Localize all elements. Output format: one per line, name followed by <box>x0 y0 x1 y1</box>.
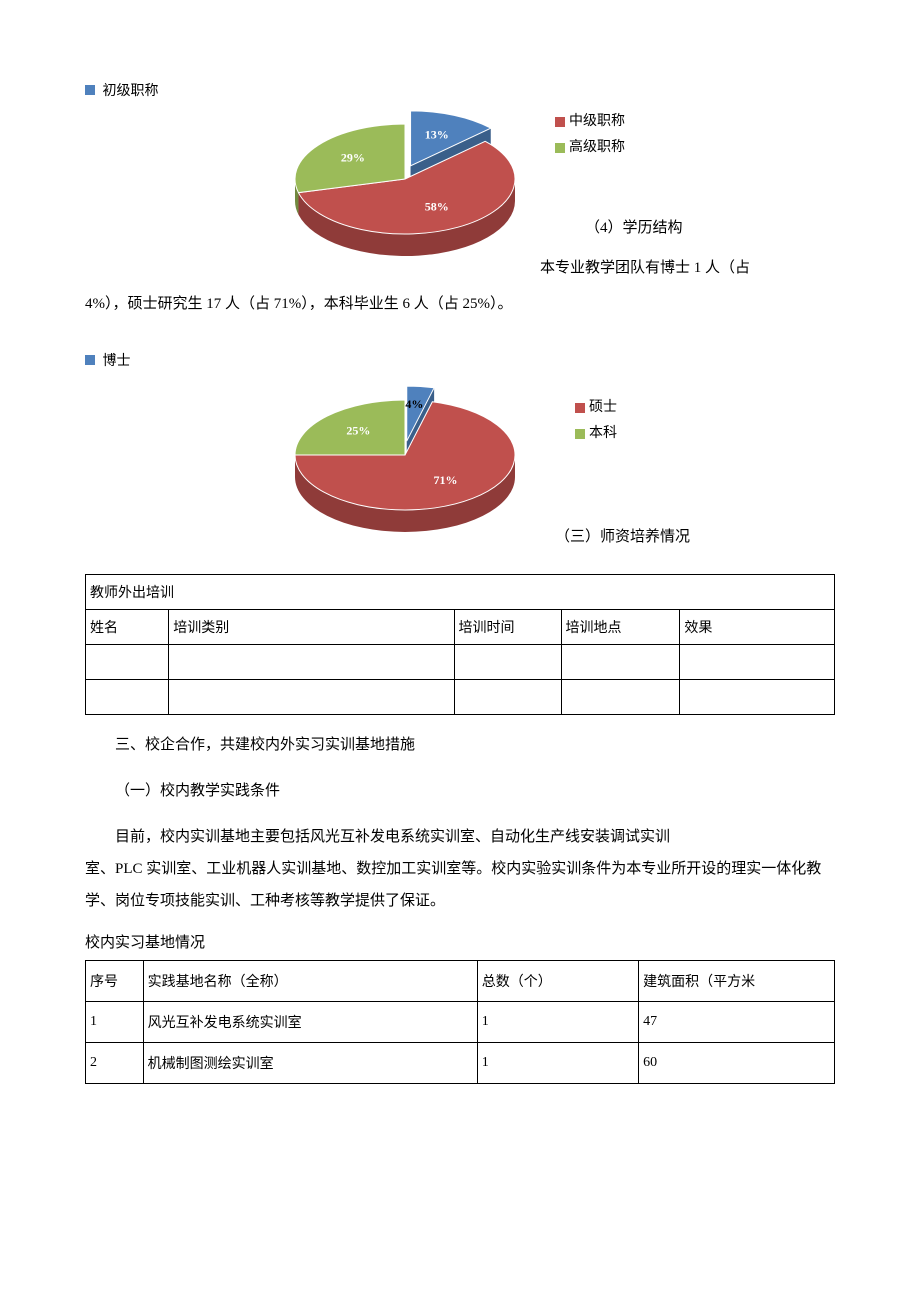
table1-cell <box>561 645 680 680</box>
legend-label: 硕士 <box>589 400 617 415</box>
table2-cell: 风光互补发电系统实训室 <box>143 1002 477 1043</box>
legend-row: 中级职称 <box>555 109 625 135</box>
table-row: 2机械制图测绘实训室160 <box>86 1043 835 1084</box>
table1-cell <box>561 680 680 715</box>
table1-header-cell: 姓名 <box>86 610 169 645</box>
section3-para1b: 室、PLC 实训室、工业机器人实训基地、数控加工实训室等。校内实验实训条件为本专… <box>85 853 835 917</box>
chart2-top-legend: 博士 <box>85 350 835 370</box>
table1-header-cell: 培训类别 <box>169 610 454 645</box>
table2-cell: 47 <box>639 1002 835 1043</box>
svg-text:4%: 4% <box>405 397 423 411</box>
table2-header-cell: 序号 <box>86 961 144 1002</box>
svg-text:71%: 71% <box>433 473 457 487</box>
table-row <box>86 645 835 680</box>
chart2-pie: 4% 71% 25% <box>275 380 535 555</box>
chart1-side-text-2: 本专业教学团队有博士 1 人（占 <box>540 254 750 282</box>
legend-swatch <box>555 117 565 127</box>
legend-swatch <box>85 355 95 365</box>
legend-row: 本科 <box>575 421 617 447</box>
table2-caption: 校内实习基地情况 <box>85 931 835 952</box>
chart1-right-legend: 中级职称高级职称 <box>555 109 625 161</box>
table2-cell: 1 <box>86 1002 144 1043</box>
svg-text:58%: 58% <box>425 200 449 214</box>
table2-header-cell: 总数（个） <box>477 961 638 1002</box>
paragraph-edu-structure: 4%），硕士研究生 17 人（占 71%），本科毕业生 6 人（占 25%）。 <box>85 288 835 320</box>
chart2-right-legend: 硕士本科 <box>575 395 617 447</box>
legend-row: 高级职称 <box>555 135 625 161</box>
legend-swatch <box>575 429 585 439</box>
legend-swatch <box>85 85 95 95</box>
section3-para1a: 目前，校内实训基地主要包括风光互补发电系统实训室、自动化生产线安装调试实训 <box>85 821 835 853</box>
legend-label: 中级职称 <box>569 114 625 129</box>
training-table-wrap: 教师外出培训姓名培训类别培训时间培训地点效果 <box>85 574 835 715</box>
table1-title: 教师外出培训 <box>86 575 835 610</box>
table1-cell <box>680 645 835 680</box>
legend-label: 高级职称 <box>569 140 625 155</box>
document-page: 初级职称 13% 58% 29% 中级职称高级职称 （4）学历结构 本专业教学团队有… <box>0 0 920 1301</box>
svg-text:25%: 25% <box>346 423 370 437</box>
table2-header-cell: 实践基地名称（全称） <box>143 961 477 1002</box>
legend-label: 本科 <box>589 426 617 441</box>
table1-header-cell: 培训地点 <box>561 610 680 645</box>
table1-cell <box>169 645 454 680</box>
table2-cell: 2 <box>86 1043 144 1084</box>
legend-label: 初级职称 <box>103 84 159 99</box>
facility-table-wrap: 序号实践基地名称（全称）总数（个）建筑面积（平方米1风光互补发电系统实训室147… <box>85 960 835 1084</box>
section3-heading: 三、校企合作，共建校内外实习实训基地措施 <box>85 729 835 761</box>
table1-cell <box>169 680 454 715</box>
chart1-top-legend: 初级职称 <box>85 80 835 100</box>
table-row <box>86 680 835 715</box>
table2-cell: 1 <box>477 1002 638 1043</box>
table1-cell <box>454 680 561 715</box>
table1-cell <box>454 645 561 680</box>
svg-text:29%: 29% <box>341 151 365 165</box>
svg-text:13%: 13% <box>425 127 449 141</box>
table1-header-cell: 效果 <box>680 610 835 645</box>
facility-table: 序号实践基地名称（全称）总数（个）建筑面积（平方米1风光互补发电系统实训室147… <box>85 960 835 1084</box>
chart2-block: 4% 71% 25% 硕士本科 （三）师资培养情况 <box>85 380 835 570</box>
legend-swatch <box>555 143 565 153</box>
legend-row: 硕士 <box>575 395 617 421</box>
table-row: 1风光互补发电系统实训室147 <box>86 1002 835 1043</box>
table2-cell: 机械制图测绘实训室 <box>143 1043 477 1084</box>
training-table: 教师外出培训姓名培训类别培训时间培训地点效果 <box>85 574 835 715</box>
legend-swatch <box>575 403 585 413</box>
section3-sub1: （一）校内教学实践条件 <box>85 775 835 807</box>
table1-header-cell: 培训时间 <box>454 610 561 645</box>
legend-label: 博士 <box>103 354 131 369</box>
chart1-block: 13%58%29% 中级职称高级职称 （4）学历结构 本专业教学团队有博士 1 … <box>85 104 835 274</box>
chart1-side-text-1: （4）学历结构 <box>585 214 683 242</box>
table1-cell <box>86 645 169 680</box>
table1-cell <box>86 680 169 715</box>
table1-cell <box>680 680 835 715</box>
table2-cell: 60 <box>639 1043 835 1084</box>
table2-header-cell: 建筑面积（平方米 <box>639 961 835 1002</box>
section-3-label: （三）师资培养情况 <box>555 525 690 546</box>
table2-cell: 1 <box>477 1043 638 1084</box>
chart1-pie: 13% 58% 29% <box>275 104 535 279</box>
